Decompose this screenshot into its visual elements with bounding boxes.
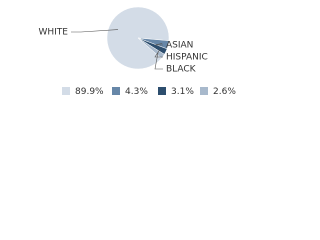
slice-label: WHITE: [38, 28, 68, 38]
legend-swatch: [112, 87, 120, 95]
legend-swatch: [200, 87, 208, 95]
legend-label: 89.9%: [75, 87, 104, 97]
legend-swatch: [62, 87, 70, 95]
slice-label: BLACK: [166, 65, 197, 75]
legend-label: 2.6%: [213, 87, 236, 97]
leader-line: [154, 48, 163, 58]
chart: WHITE ASIAN HISPANIC BLACK 89.9% 4.3% 3.1% 2.6%: [38, 6, 236, 97]
leader-line: [71, 29, 119, 33]
slice-label: ASIAN: [166, 41, 193, 51]
legend-label: 3.1%: [171, 87, 194, 97]
leader-line: [154, 43, 163, 46]
legend-swatch: [158, 87, 166, 95]
slice-label: HISPANIC: [166, 53, 208, 63]
legend-label: 4.3%: [125, 87, 148, 97]
leader-line: [154, 52, 163, 70]
